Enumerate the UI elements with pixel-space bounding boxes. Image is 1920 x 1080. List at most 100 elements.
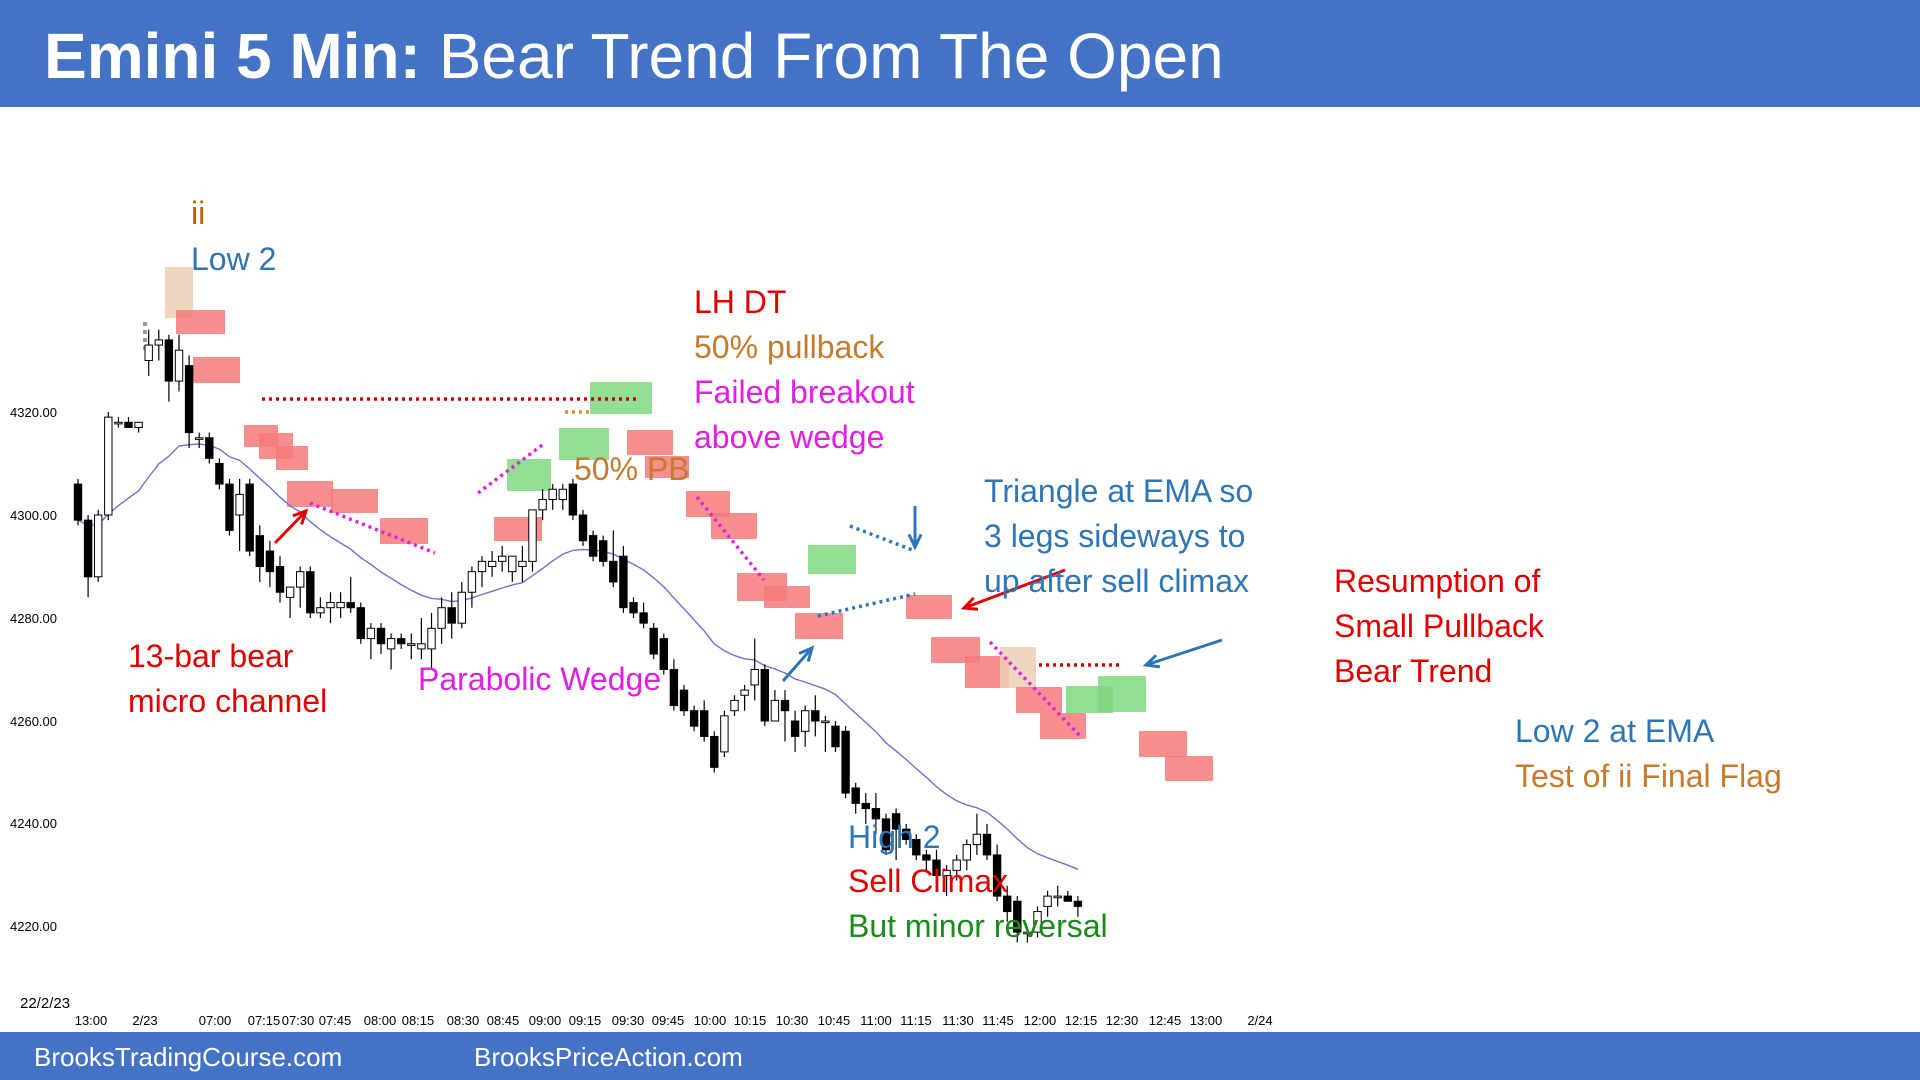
candle-body <box>427 627 436 650</box>
ema-line <box>77 443 1079 870</box>
sell-climax-label: Sell Climax <box>848 863 1009 899</box>
footer-left-link[interactable]: BrooksTradingCourse.com <box>34 1042 343 1072</box>
arrow-shaft <box>1145 638 1223 667</box>
candles <box>73 329 1083 943</box>
x-tick-label: 08:15 <box>402 1013 435 1028</box>
lh-dt-label: LH DT <box>694 284 787 320</box>
high2-arrow <box>781 645 815 682</box>
x-tick-label: 13:00 <box>1190 1013 1223 1028</box>
candle-body <box>790 720 800 737</box>
highlight-box <box>1000 647 1036 688</box>
candle-body <box>296 571 305 588</box>
candle-body <box>912 838 921 856</box>
triangle-top-line <box>849 524 916 553</box>
x-tick-label: 07:00 <box>199 1013 232 1028</box>
candle-body <box>366 627 376 640</box>
y-tick-label: 4320.00 <box>10 405 57 420</box>
candle-body <box>972 833 982 846</box>
highlight-box <box>559 428 609 460</box>
y-tick-label: 4260.00 <box>10 714 57 729</box>
x-tick-label: 13:00 <box>75 1013 108 1028</box>
candle-body <box>548 488 557 501</box>
x-tick-label: 07:30 <box>282 1013 315 1028</box>
candle-body <box>1003 895 1012 913</box>
candle-body <box>538 499 547 511</box>
arrow-head <box>907 533 923 551</box>
candle-body <box>245 483 254 552</box>
candle-body <box>669 669 679 707</box>
candle-body <box>922 854 931 861</box>
low2-ema-label: Low 2 at EMA <box>1515 713 1715 749</box>
candle-body <box>750 669 759 686</box>
candle-body <box>255 535 265 567</box>
arrow-head <box>798 645 815 662</box>
arrow-shaft <box>273 509 308 545</box>
micro-channel-label-line-1: 13-bar bear <box>128 638 294 674</box>
x-tick-label: 10:45 <box>818 1013 851 1028</box>
candle-body <box>477 560 487 573</box>
x-tick-label: 09:00 <box>529 1013 562 1028</box>
low2-label: Low 2 <box>191 241 277 277</box>
candle-body <box>932 859 941 876</box>
x-tick-label: 12:15 <box>1065 1013 1098 1028</box>
candle-body <box>871 808 881 820</box>
candle-body <box>174 349 184 382</box>
triangle-bottom-line <box>817 592 916 618</box>
arrow-head <box>1142 654 1161 669</box>
footer-right-link[interactable]: BrooksPriceAction.com <box>474 1042 743 1072</box>
wedge-bottom-line <box>309 501 436 555</box>
candle-body <box>447 607 456 624</box>
candle-body <box>558 488 567 501</box>
candle-body <box>518 560 527 567</box>
x-tick-label: 11:30 <box>942 1013 974 1028</box>
highlight-box <box>287 481 333 507</box>
candle-body <box>730 699 739 712</box>
title-banner: Emini 5 Min: Bear Trend From The Open <box>0 0 1920 107</box>
x-tick-label: 10:00 <box>694 1013 727 1028</box>
candle-body <box>1013 900 1022 933</box>
highlight-box <box>1165 756 1213 781</box>
x-tick-label: 10:30 <box>776 1013 809 1028</box>
x-tick-label: 2/24 <box>1247 1013 1272 1028</box>
x-tick-label: 11:00 <box>860 1013 892 1028</box>
y-tick-label: 4240.00 <box>10 816 57 831</box>
ii-label: ii <box>191 195 206 231</box>
y-tick-label: 4300.00 <box>10 508 57 523</box>
candle-body <box>164 339 174 382</box>
candle-body <box>316 607 325 614</box>
highlight-box <box>331 489 378 513</box>
candle-body <box>902 828 911 840</box>
candle-body <box>285 586 295 598</box>
candle-body <box>588 535 598 557</box>
candle-body <box>225 483 234 531</box>
resumption-label-line-2: Small Pullback <box>1334 608 1544 644</box>
candle-body <box>740 689 749 696</box>
failed-breakout-label-line-1: Failed breakout <box>694 374 915 410</box>
x-tick-label: 12:45 <box>1149 1013 1182 1028</box>
x-tick-label: 09:45 <box>652 1013 685 1028</box>
resumption-label-line-1: Resumption of <box>1334 563 1541 599</box>
high2-label: High 2 <box>848 819 941 855</box>
candle-body <box>397 638 406 645</box>
candle-body <box>326 602 335 609</box>
resumption-label-line-3: Bear Trend <box>1334 653 1493 689</box>
candle-body <box>184 365 194 434</box>
highlight-box <box>1098 676 1146 712</box>
candle-body <box>1033 911 1042 933</box>
candle-body <box>891 813 901 830</box>
candle-body <box>881 818 891 851</box>
candle-body <box>104 416 113 516</box>
highlight-box <box>193 357 240 383</box>
candle-body <box>346 602 355 609</box>
y-axis: 4320.00 4300.00 4280.00 4260.00 4240.00 4220.… <box>10 405 57 934</box>
candle-body <box>437 607 446 629</box>
x-tick-label: 08:30 <box>447 1013 480 1028</box>
candle-body <box>215 463 224 485</box>
x-tick-label: 12:30 <box>1106 1013 1139 1028</box>
candle-body <box>275 566 285 593</box>
highlight-box <box>276 446 308 470</box>
highlight-box <box>808 545 856 574</box>
candle-body <box>821 720 830 724</box>
parabolic-wedge-label: Parabolic Wedge <box>418 661 662 697</box>
candle-body <box>811 710 820 722</box>
